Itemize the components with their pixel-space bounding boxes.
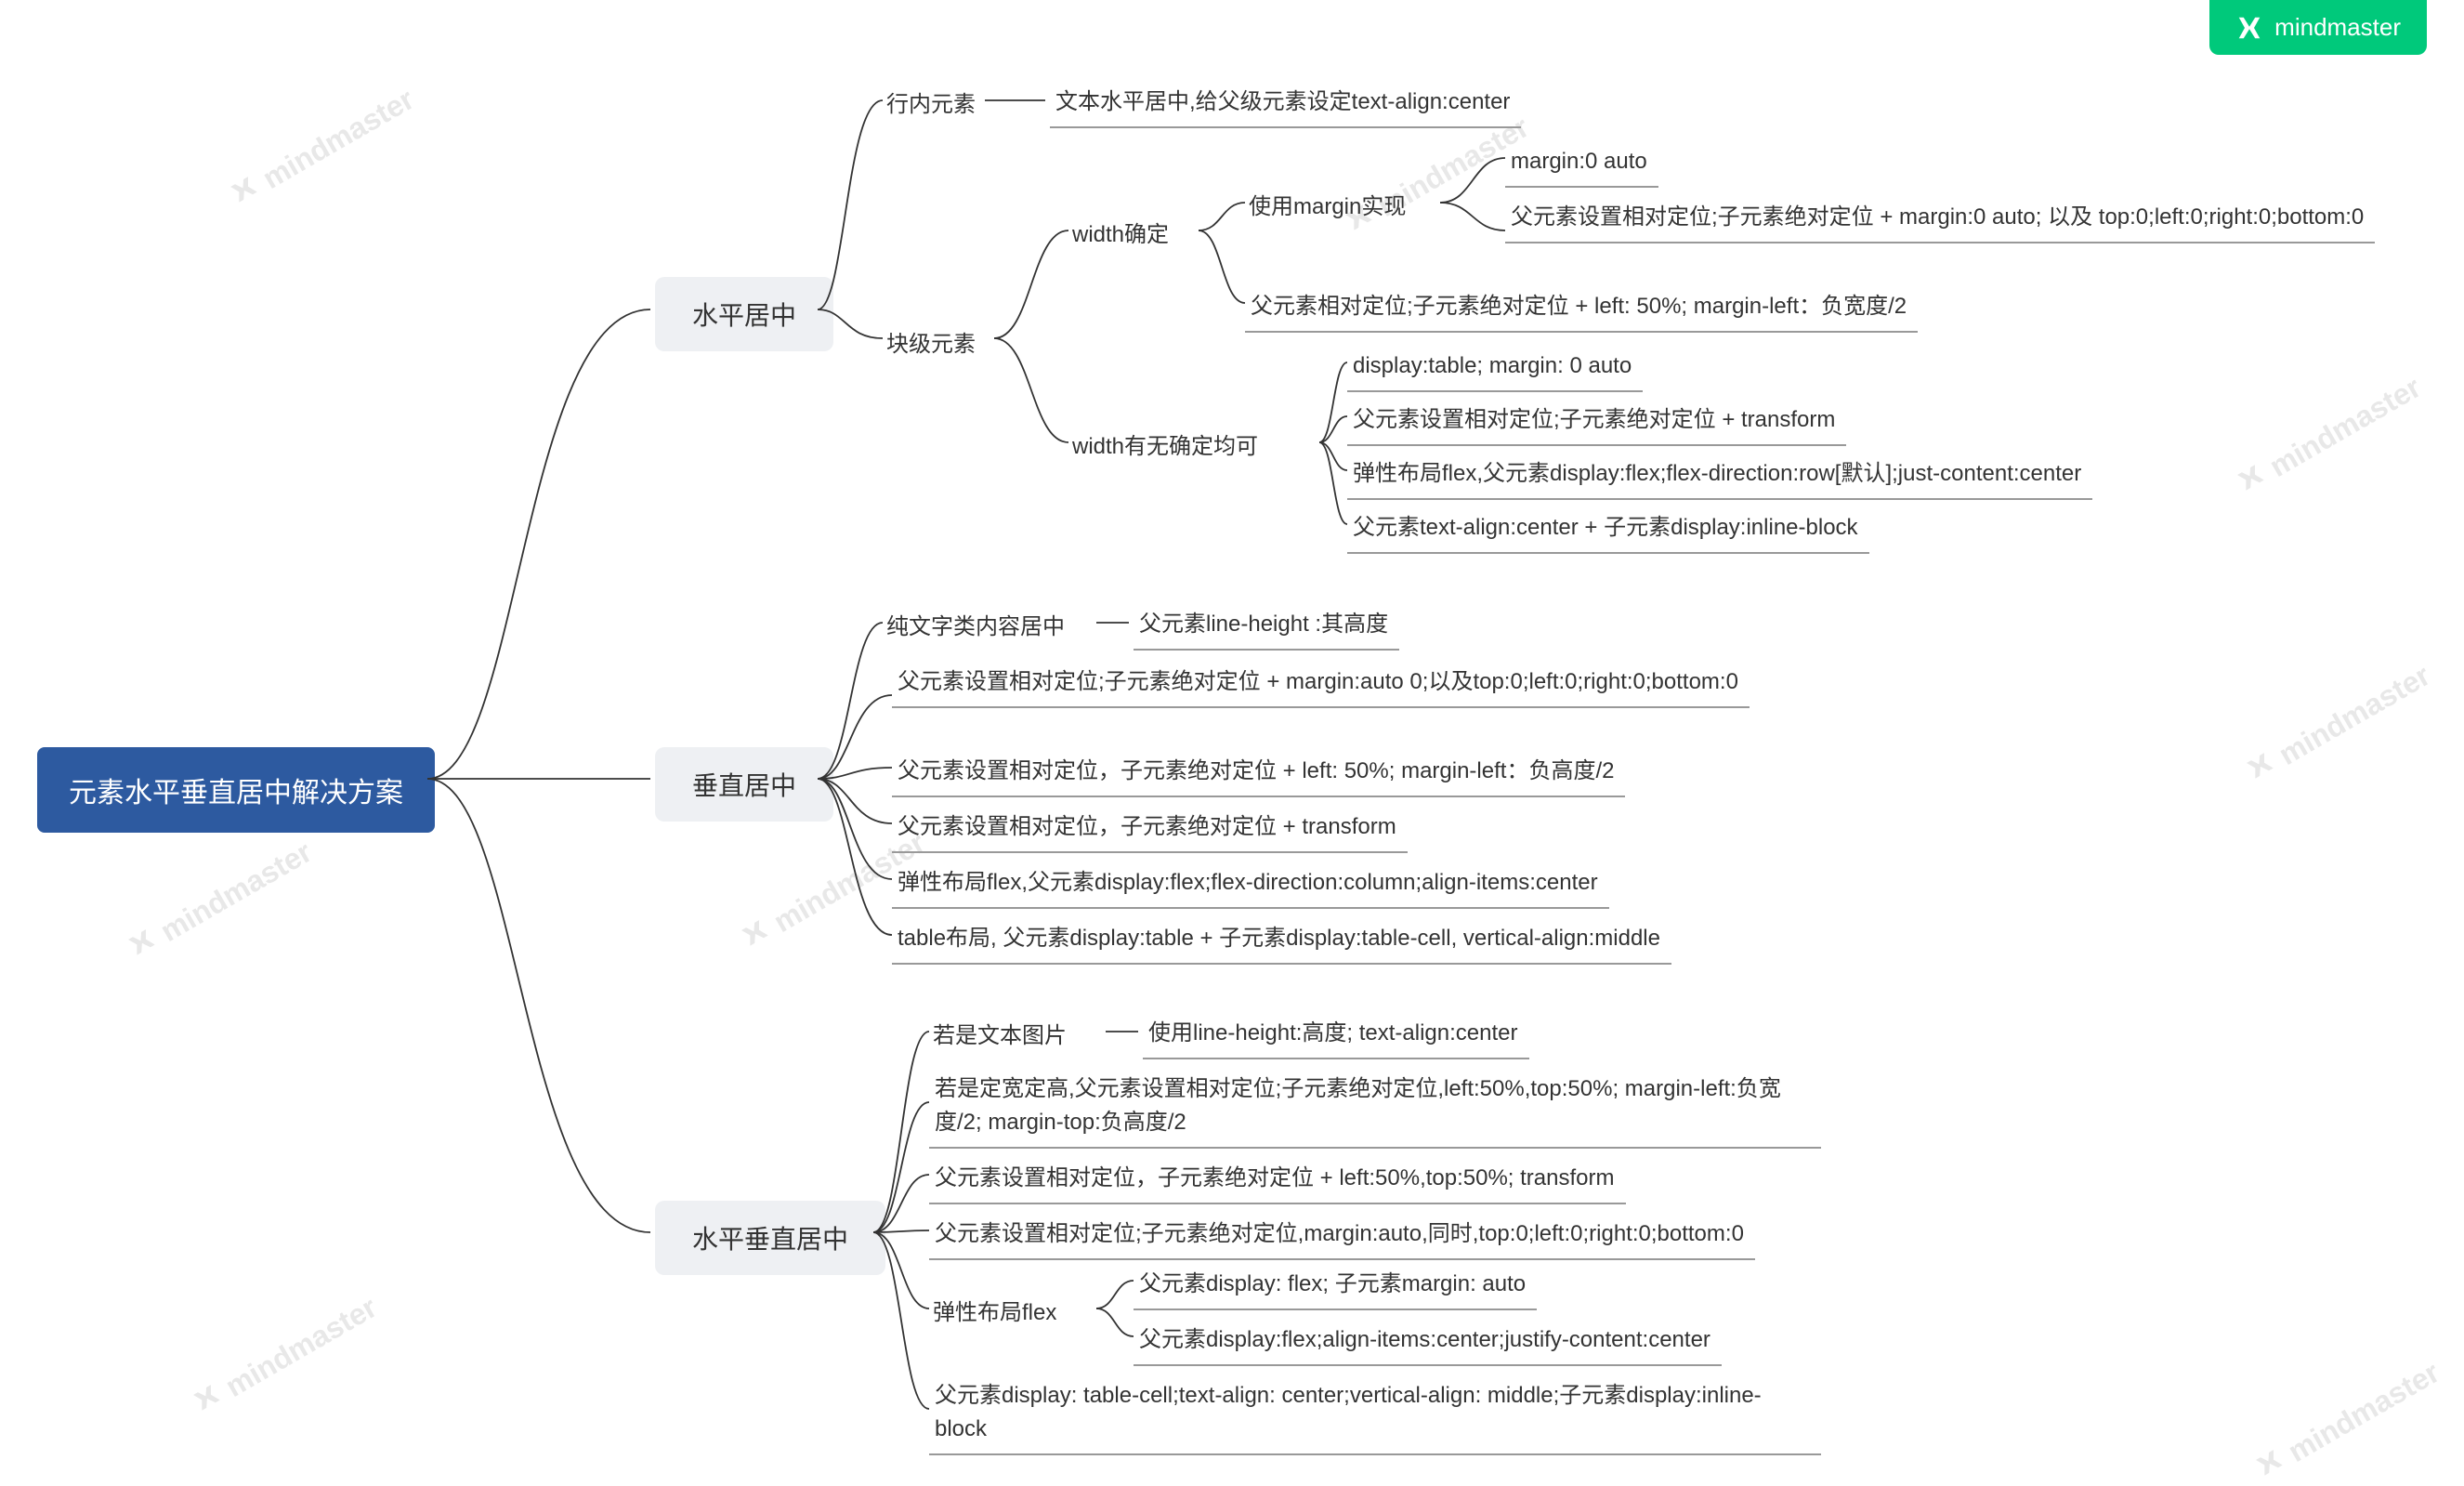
leaf: 父元素设置相对定位，子元素绝对定位 + transform bbox=[892, 805, 1408, 853]
leaf: 父元素设置相对定位;子元素绝对定位 + margin:auto 0;以及top:… bbox=[892, 660, 1750, 708]
mindmaster-badge: mindmaster bbox=[2209, 0, 2427, 55]
leaf: 父元素设置相对定位;子元素绝对定位 + margin:0 auto; 以及 to… bbox=[1505, 195, 2375, 243]
root-node[interactable]: 元素水平垂直居中解决方案 bbox=[37, 747, 435, 833]
watermark: mindmaster bbox=[190, 1290, 383, 1421]
watermark: mindmaster bbox=[2244, 658, 2436, 789]
leaf: 若是定宽定高,父元素设置相对定位;子元素绝对定位,left:50%,top:50… bbox=[929, 1067, 1821, 1149]
watermark: mindmaster bbox=[2253, 1355, 2445, 1486]
watermark: mindmaster bbox=[228, 82, 420, 213]
sub-text: 纯文字类内容居中 bbox=[883, 604, 1072, 646]
leaf: 父元素设置相对定位，子元素绝对定位 + left:50%,top:50%; tr… bbox=[929, 1156, 1626, 1204]
sub-margin: 使用margin实现 bbox=[1245, 184, 1413, 226]
sub-inline: 行内元素 bbox=[883, 82, 983, 124]
leaf: table布局, 父元素display:table + 子元素display:t… bbox=[892, 916, 1671, 965]
leaf: 弹性布局flex,父元素display:flex;flex-direction:… bbox=[892, 861, 1609, 909]
leaf: 使用line-height:高度; text-align:center bbox=[1143, 1011, 1529, 1059]
leaf: margin:0 auto bbox=[1505, 139, 1658, 188]
branch-both[interactable]: 水平垂直居中 bbox=[655, 1201, 885, 1275]
sub-width-any: width有无确定均可 bbox=[1068, 424, 1265, 466]
leaf: 父元素text-align:center + 子元素display:inline… bbox=[1347, 506, 1869, 554]
watermark: mindmaster bbox=[2235, 370, 2427, 501]
leaf: 文本水平居中,给父级元素设定text-align:center bbox=[1050, 80, 1521, 128]
leaf: 父元素line-height :其高度 bbox=[1134, 602, 1399, 651]
leaf: 父元素display: flex; 子元素margin: auto bbox=[1134, 1262, 1537, 1310]
leaf: 父元素设置相对定位，子元素绝对定位 + left: 50%; margin-le… bbox=[892, 749, 1625, 797]
leaf: 父元素display:flex;align-items:center;justi… bbox=[1134, 1318, 1722, 1366]
sub-flex: 弹性布局flex bbox=[929, 1290, 1064, 1332]
leaf: display:table; margin: 0 auto bbox=[1347, 344, 1643, 392]
leaf: 父元素相对定位;子元素绝对定位 + left: 50%; margin-left… bbox=[1245, 284, 1918, 333]
watermark: mindmaster bbox=[125, 835, 318, 966]
sub-width-fixed: width确定 bbox=[1068, 212, 1176, 254]
sub-text-img: 若是文本图片 bbox=[929, 1013, 1074, 1055]
leaf: 父元素设置相对定位;子元素绝对定位 + transform bbox=[1347, 398, 1846, 446]
branch-horizontal[interactable]: 水平居中 bbox=[655, 277, 833, 351]
branch-vertical[interactable]: 垂直居中 bbox=[655, 747, 833, 822]
leaf: 父元素display: table-cell;text-align: cente… bbox=[929, 1374, 1821, 1455]
leaf: 父元素设置相对定位;子元素绝对定位,margin:auto,同时,top:0;l… bbox=[929, 1212, 1755, 1260]
badge-text: mindmaster bbox=[2274, 13, 2401, 42]
mindmaster-logo-icon bbox=[2235, 14, 2263, 42]
sub-block: 块级元素 bbox=[883, 322, 983, 363]
leaf: 弹性布局flex,父元素display:flex;flex-direction:… bbox=[1347, 452, 2092, 500]
